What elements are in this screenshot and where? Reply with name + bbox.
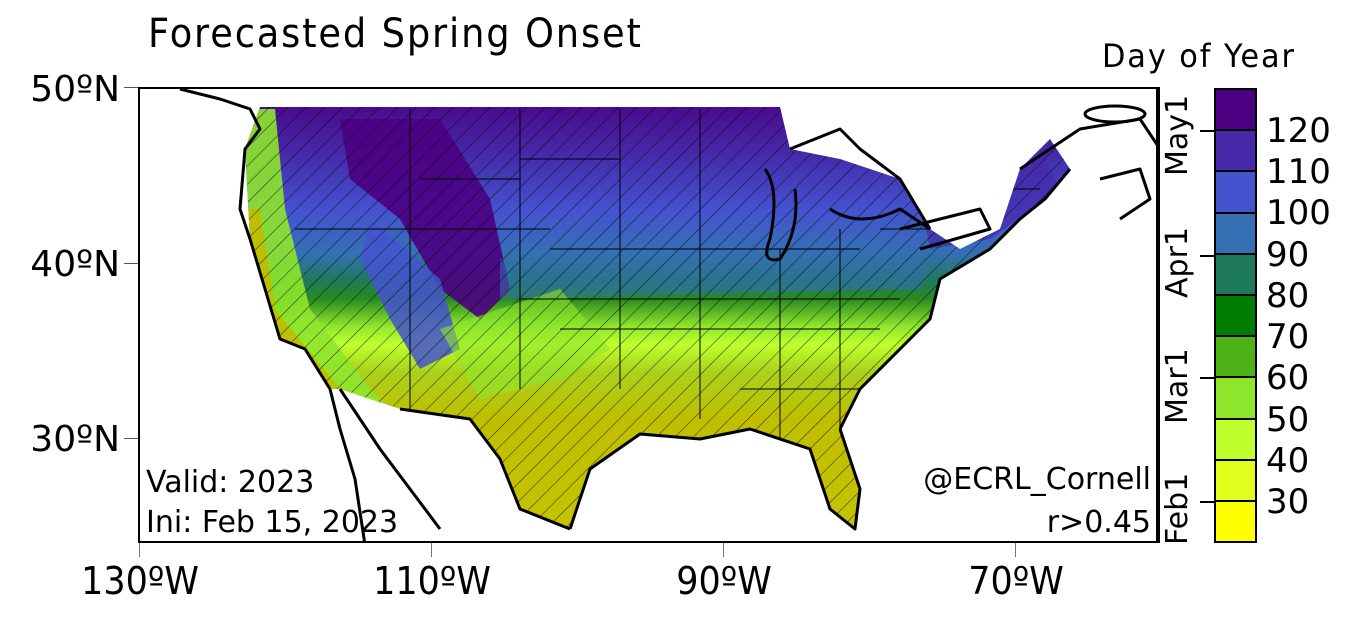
month-label-may1: May1 — [1160, 94, 1195, 176]
colorbar-swatch — [1216, 419, 1255, 461]
colorbar-swatch — [1216, 254, 1255, 296]
lon-tick — [431, 543, 432, 557]
colorbar-swatch — [1216, 131, 1255, 173]
month-label-apr1: Apr1 — [1160, 227, 1195, 298]
month-label-mar1: Mar1 — [1160, 348, 1195, 424]
colorbar-label: 100 — [1266, 193, 1331, 233]
month-tick — [1200, 501, 1214, 503]
lat-tick — [124, 263, 138, 264]
lon-label-70w: 70ºW — [968, 559, 1064, 603]
colorbar-label: 90 — [1266, 235, 1310, 275]
lat-label-50n: 50ºN — [30, 69, 120, 110]
month-tick — [1200, 377, 1214, 379]
colorbar-swatch — [1216, 90, 1255, 132]
chart-title: Forecasted Spring Onset — [148, 11, 643, 57]
colorbar-swatch — [1216, 460, 1255, 502]
credit-label: @ECRL_Cornell — [923, 462, 1151, 497]
valid-year-label: Valid: 2023 — [146, 465, 315, 500]
threshold-label: r>0.45 — [1046, 505, 1151, 540]
lon-tick — [139, 543, 140, 557]
colorbar-label: 50 — [1266, 400, 1310, 440]
colorbar-label: 120 — [1266, 111, 1331, 151]
colorbar-label: 110 — [1266, 152, 1331, 192]
init-date-label: Ini: Feb 15, 2023 — [146, 505, 399, 540]
lon-tick — [1015, 543, 1016, 557]
colorbar-swatch — [1216, 213, 1255, 255]
colorbar-swatch — [1216, 378, 1255, 420]
month-tick — [1200, 255, 1214, 257]
colorbar — [1214, 88, 1257, 543]
colorbar-swatch — [1216, 501, 1255, 542]
lon-tick — [723, 543, 724, 557]
month-tick — [1200, 130, 1214, 132]
colorbar-swatch — [1216, 337, 1255, 379]
colorbar-label: 70 — [1266, 317, 1310, 357]
lon-label-90w: 90ºW — [676, 559, 772, 603]
spring-onset-map — [179, 89, 1156, 541]
lat-label-30n: 30ºN — [30, 419, 120, 460]
lat-tick — [124, 438, 138, 439]
month-label-feb1: Feb1 — [1160, 472, 1195, 545]
colorbar-title: Day of Year — [1102, 37, 1296, 75]
lat-tick — [124, 87, 138, 88]
colorbar-label: 30 — [1266, 482, 1310, 522]
month-axis-line — [1158, 87, 1160, 543]
colorbar-label: 40 — [1266, 441, 1310, 481]
colorbar-swatch — [1216, 295, 1255, 338]
map-panel — [138, 87, 1158, 543]
colorbar-label: 60 — [1266, 358, 1310, 398]
colorbar-label: 80 — [1266, 276, 1310, 316]
lon-label-130w: 130ºW — [81, 559, 199, 603]
lon-label-110w: 110ºW — [373, 559, 491, 603]
lat-label-40n: 40ºN — [30, 244, 120, 285]
colorbar-swatch — [1216, 172, 1255, 214]
